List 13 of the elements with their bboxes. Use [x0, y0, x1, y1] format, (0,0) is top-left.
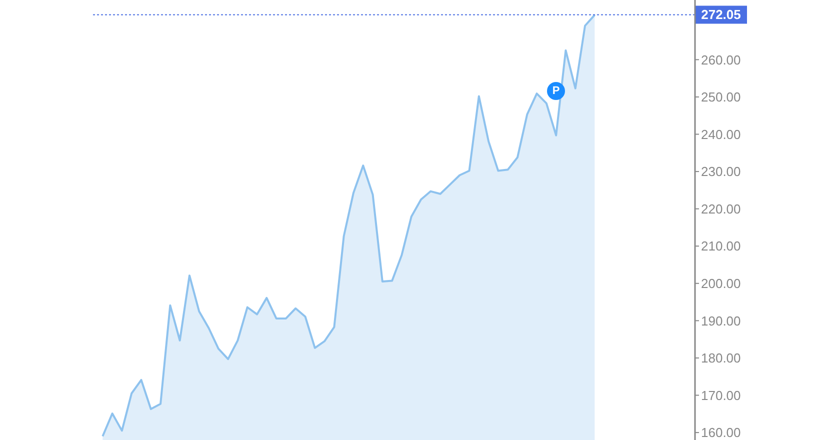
- p-badge-icon: P: [547, 82, 565, 100]
- y-tick-label: 240.00: [701, 126, 741, 142]
- y-tick-label: 160.00: [701, 425, 741, 440]
- y-tick-label: 180.00: [701, 350, 741, 366]
- y-tick-label: 170.00: [701, 388, 741, 403]
- y-tick-label: 220.00: [701, 201, 741, 216]
- y-tick-label: 230.00: [701, 164, 741, 180]
- y-tick-label: 200.00: [701, 276, 741, 292]
- y-tick-label: 260.00: [701, 52, 741, 68]
- y-tick-label: 210.00: [701, 238, 741, 254]
- ref-line-label: 272.05: [701, 7, 741, 22]
- y-tick-label: 190.00: [701, 313, 741, 328]
- y-tick-label: 250.00: [701, 90, 741, 105]
